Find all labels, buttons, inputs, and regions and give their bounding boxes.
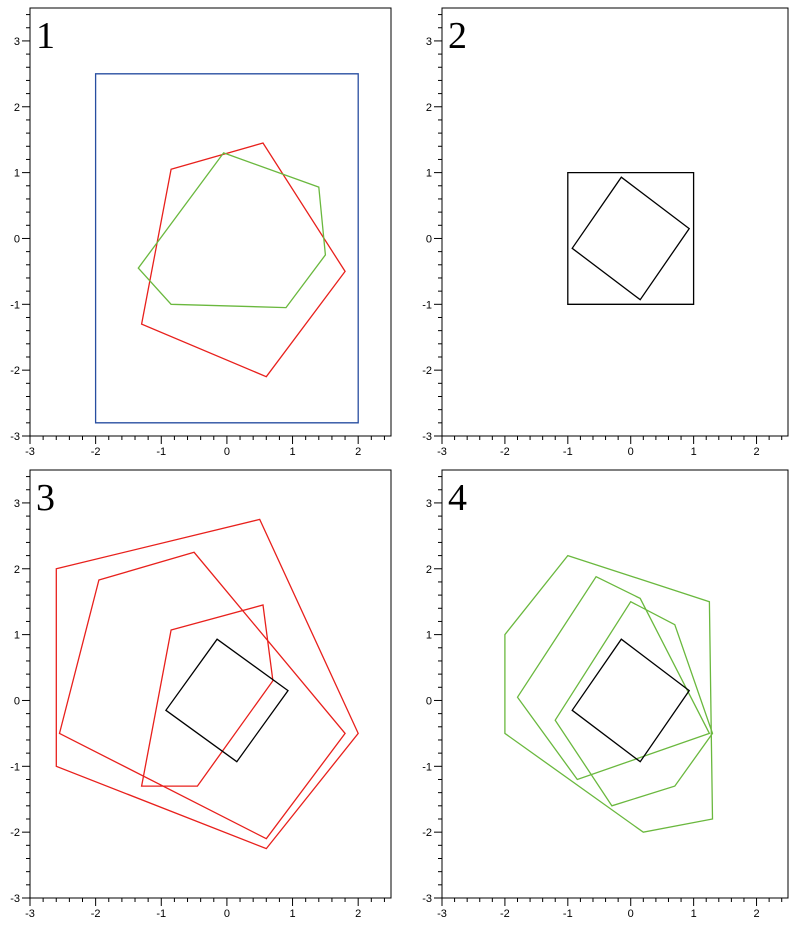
y-tick-label: -2: [422, 827, 432, 839]
red-pentagon: [55, 518, 359, 850]
x-tick-label: -3: [25, 908, 35, 920]
y-tick-label: 3: [14, 498, 20, 510]
black-rotated-square: [571, 638, 691, 763]
x-tick-label: -1: [156, 446, 166, 458]
y-tick-label: -3: [422, 431, 432, 443]
y-tick-label: -3: [10, 893, 20, 905]
y-tick-label: 2: [14, 564, 20, 576]
x-tick-label: 0: [224, 908, 230, 920]
black-square: [567, 171, 695, 305]
x-tick-label: -2: [91, 446, 101, 458]
green-hexagon: [516, 575, 711, 781]
y-tick-label: 0: [426, 233, 432, 245]
x-tick-label: 0: [628, 908, 634, 920]
x-tick-label: 2: [355, 908, 361, 920]
panel-number-label: 1: [36, 15, 55, 57]
y-tick-label: -3: [422, 893, 432, 905]
panel-number-label: 3: [36, 477, 55, 519]
plot-frame: [441, 7, 789, 437]
x-tick-label: 0: [628, 446, 634, 458]
y-tick-label: 0: [426, 695, 432, 707]
black-rotated-square: [571, 176, 691, 301]
y-tick-label: -2: [10, 827, 20, 839]
y-tick-label: 1: [426, 168, 432, 180]
panel-number-label: 4: [448, 477, 467, 519]
blue-rectangle: [94, 73, 359, 424]
y-tick-label: 3: [426, 36, 432, 48]
y-tick-label: -2: [10, 365, 20, 377]
plot-frame: [441, 469, 789, 899]
plot-frame: [29, 469, 392, 899]
panel-3: -3 -2 -1 0 1 2 -3 -2 -1 0 1 2 3 3: [10, 469, 392, 920]
x-tick-label: 1: [691, 446, 697, 458]
x-tick-label: -1: [563, 908, 573, 920]
plot-frame: [29, 7, 392, 437]
y-tick-label: 0: [14, 695, 20, 707]
y-tick-label: -3: [10, 431, 20, 443]
x-tick-label: -2: [91, 908, 101, 920]
y-tick-label: -2: [422, 365, 432, 377]
red-pentagon: [58, 551, 346, 840]
y-tick-label: 3: [426, 498, 432, 510]
x-tick-label: 2: [753, 446, 759, 458]
x-tick-label: 2: [753, 908, 759, 920]
y-tick-label: 1: [426, 630, 432, 642]
y-tick-label: 3: [14, 36, 20, 48]
x-tick-label: 2: [355, 446, 361, 458]
y-tick-label: 0: [14, 233, 20, 245]
x-tick-label: 1: [289, 908, 295, 920]
y-tick-label: -1: [10, 761, 20, 773]
x-tick-label: -3: [437, 446, 447, 458]
black-rotated-square: [164, 638, 289, 763]
panel-4: -3 -2 -1 0 1 2 -3 -2 -1 0 1 2 3 4: [422, 469, 789, 920]
x-tick-label: -1: [156, 908, 166, 920]
x-tick-label: 1: [289, 446, 295, 458]
green-hexagon: [554, 600, 714, 807]
panel-number-label: 2: [448, 15, 467, 57]
green-hexagon: [137, 152, 327, 309]
x-tick-label: -3: [437, 908, 447, 920]
x-tick-label: -2: [500, 446, 510, 458]
y-tick-label: 1: [14, 630, 20, 642]
y-tick-label: -1: [422, 299, 432, 311]
x-tick-label: -2: [500, 908, 510, 920]
red-pentagon: [140, 142, 346, 378]
y-tick-label: 1: [14, 168, 20, 180]
x-tick-label: 1: [691, 908, 697, 920]
panel-2: -3 -2 -1 0 1 2 -3 -2 -1 0 1 2 3 2: [422, 7, 789, 458]
y-tick-label: 2: [14, 102, 20, 114]
y-tick-label: 2: [426, 102, 432, 114]
y-tick-label: 2: [426, 564, 432, 576]
red-pentagon: [140, 604, 274, 787]
green-hexagon: [504, 554, 714, 833]
y-tick-label: -1: [422, 761, 432, 773]
panel-1: -3 -2 -1 0 1 2 -3 -2 -1 0 1 2 3 1: [10, 7, 392, 458]
x-tick-label: -1: [563, 446, 573, 458]
y-tick-label: -1: [10, 299, 20, 311]
x-tick-label: -3: [25, 446, 35, 458]
x-tick-label: 0: [224, 446, 230, 458]
